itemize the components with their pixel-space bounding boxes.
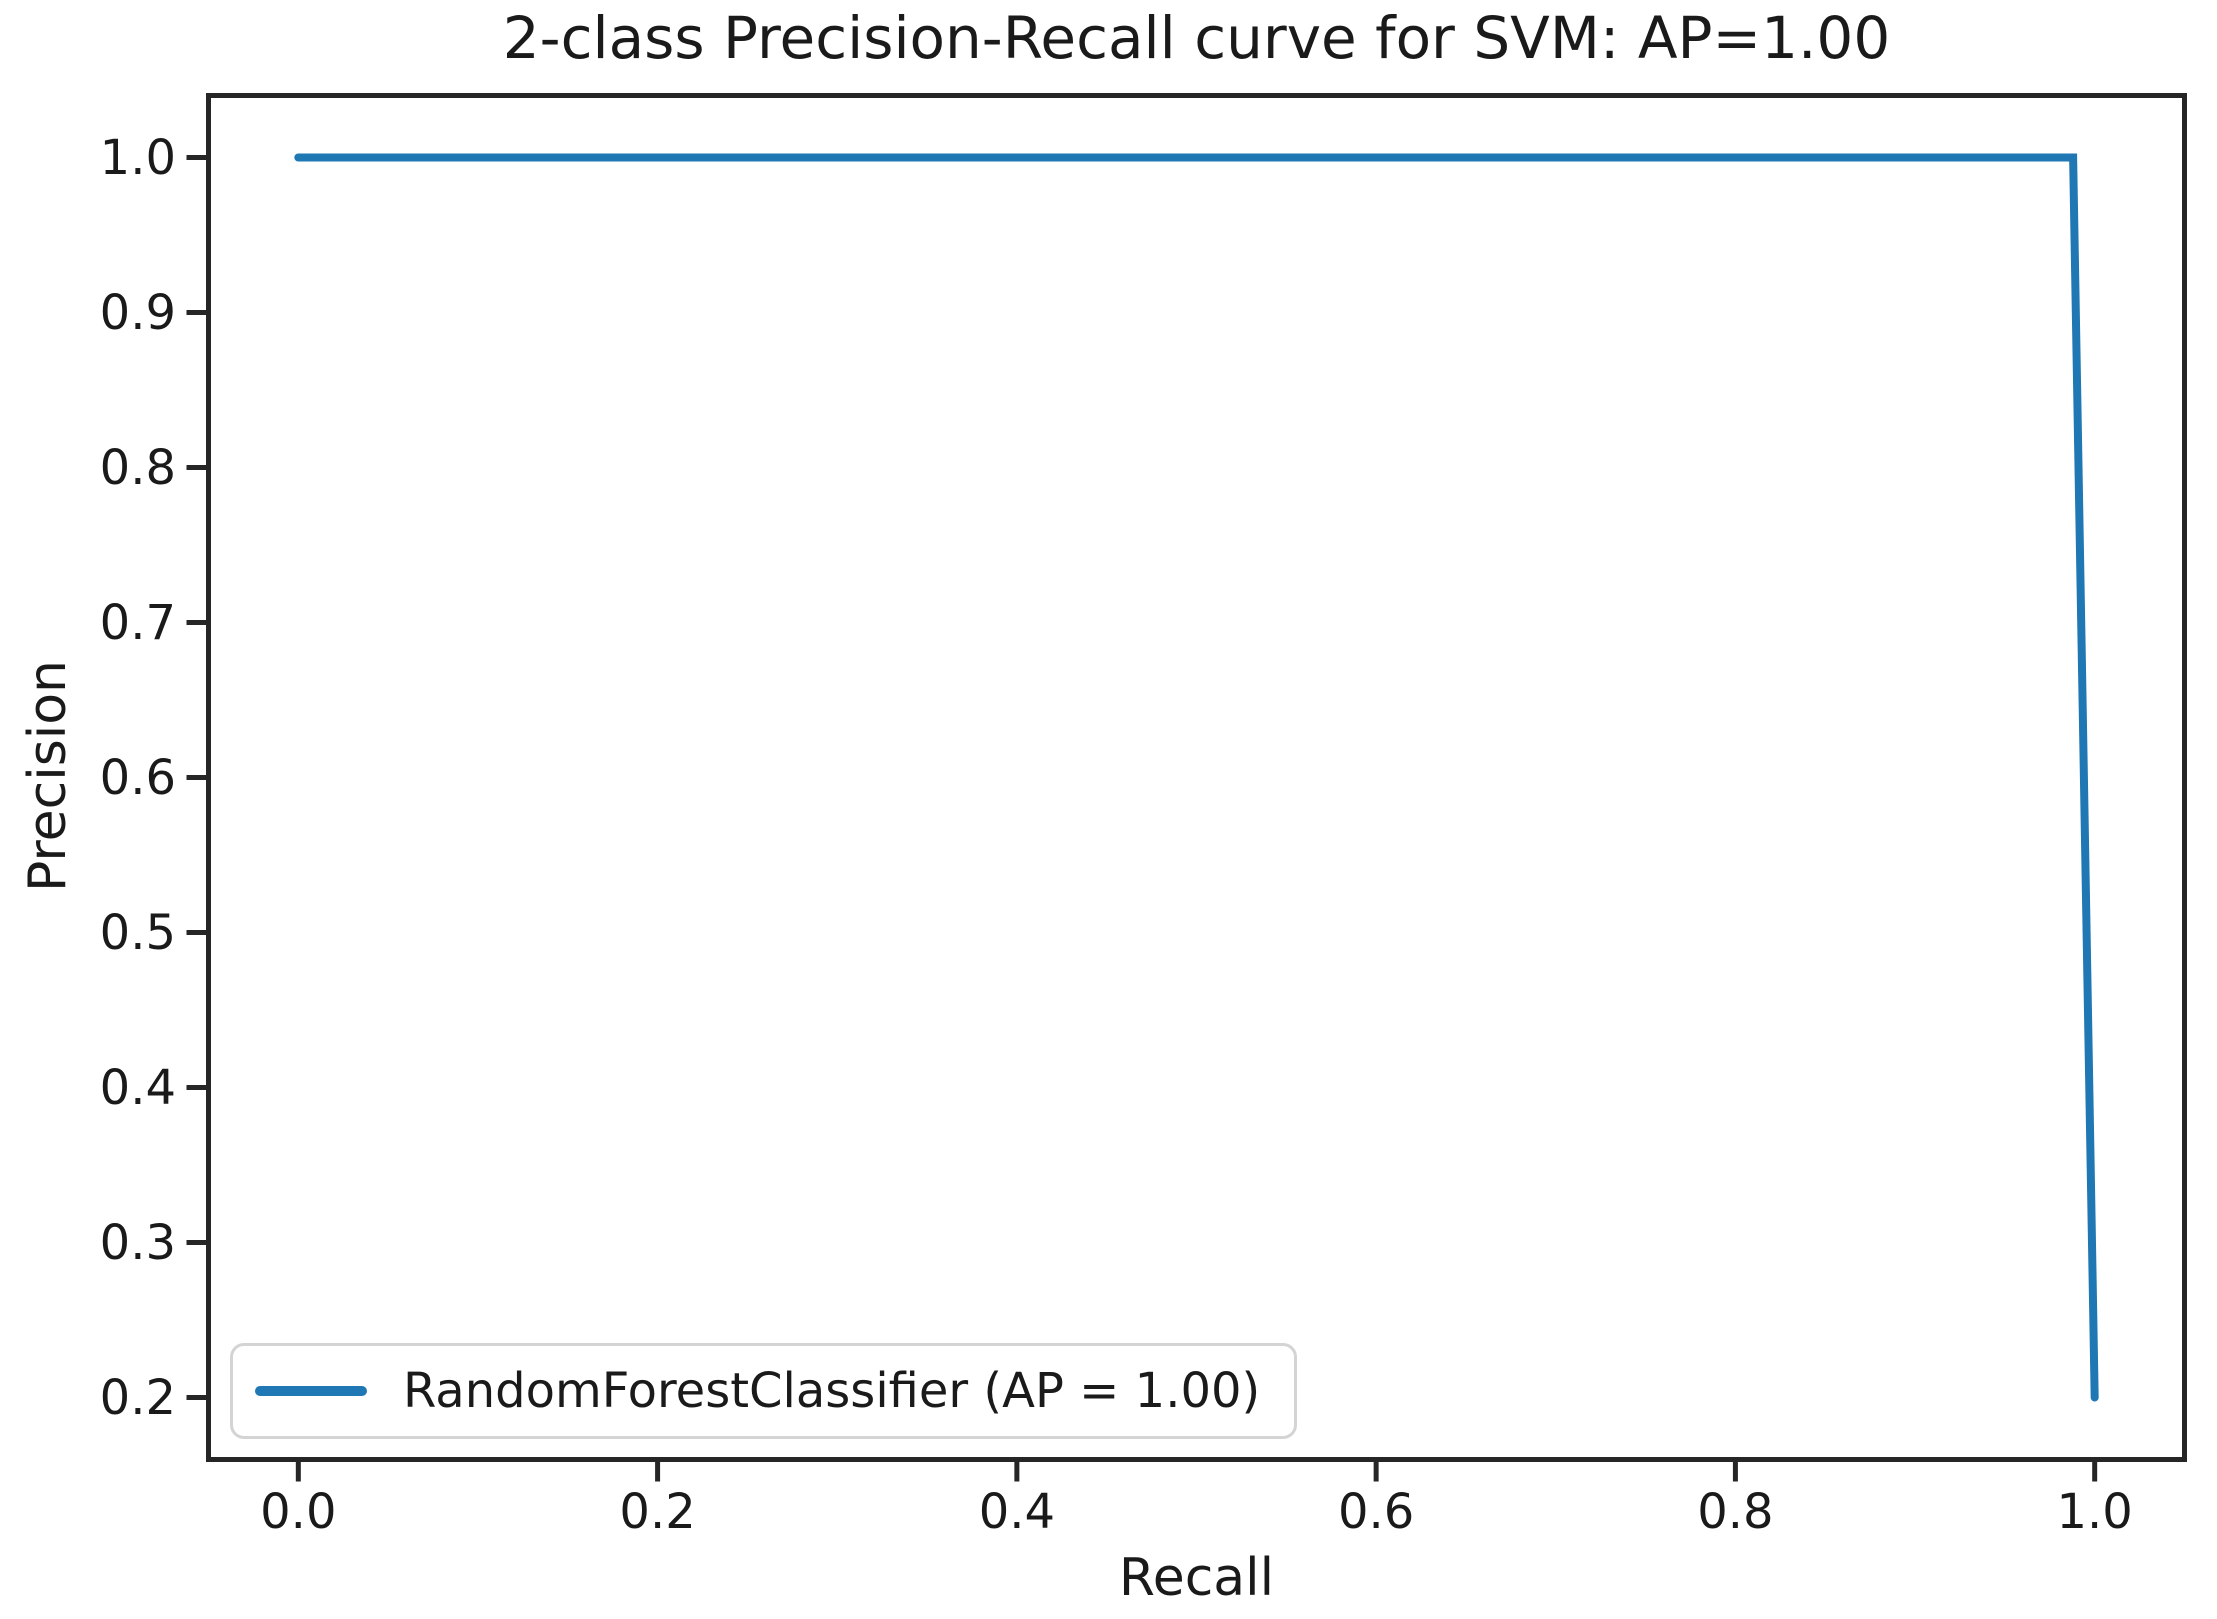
x-tick-label: 1.0 bbox=[2056, 1484, 2133, 1540]
y-tick-label: 0.3 bbox=[99, 1214, 176, 1271]
legend-label: RandomForestClassifier (AP = 1.00) bbox=[403, 1363, 1261, 1419]
legend: RandomForestClassifier (AP = 1.00) bbox=[230, 1343, 1298, 1439]
x-tick-label: 0.6 bbox=[1337, 1484, 1415, 1540]
x-tick-label: 0.8 bbox=[1697, 1484, 1774, 1540]
y-tick-label: 0.8 bbox=[99, 439, 176, 496]
plot-area bbox=[206, 93, 2187, 1462]
x-axis-label: Recall bbox=[1118, 1548, 1275, 1608]
y-tick-label: 0.2 bbox=[99, 1369, 176, 1426]
y-tick-label: 0.4 bbox=[99, 1059, 176, 1116]
y-tick-label: 0.9 bbox=[99, 284, 176, 341]
x-tick-label: 0.0 bbox=[260, 1484, 337, 1540]
y-tick-label: 0.6 bbox=[99, 749, 176, 806]
chart-title: 2-class Precision-Recall curve for SVM: … bbox=[502, 4, 1891, 72]
y-tick-label: 0.5 bbox=[99, 904, 176, 961]
x-tick-label: 0.4 bbox=[978, 1484, 1056, 1540]
legend-line-sample bbox=[255, 1386, 367, 1396]
y-tick-label: 1.0 bbox=[99, 129, 176, 186]
y-tick-label: 0.7 bbox=[99, 594, 176, 651]
x-tick-label: 0.2 bbox=[619, 1484, 696, 1540]
